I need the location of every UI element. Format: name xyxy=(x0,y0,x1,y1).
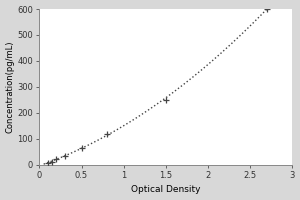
Point xyxy=(104,132,109,135)
Point xyxy=(62,154,67,157)
X-axis label: Optical Density: Optical Density xyxy=(131,185,200,194)
Y-axis label: Concentration(pg/mL): Concentration(pg/mL) xyxy=(6,41,15,133)
Point xyxy=(79,146,84,149)
Point xyxy=(46,162,50,165)
Point xyxy=(163,98,168,101)
Point xyxy=(264,7,269,11)
Point xyxy=(54,158,59,161)
Point xyxy=(50,160,55,163)
